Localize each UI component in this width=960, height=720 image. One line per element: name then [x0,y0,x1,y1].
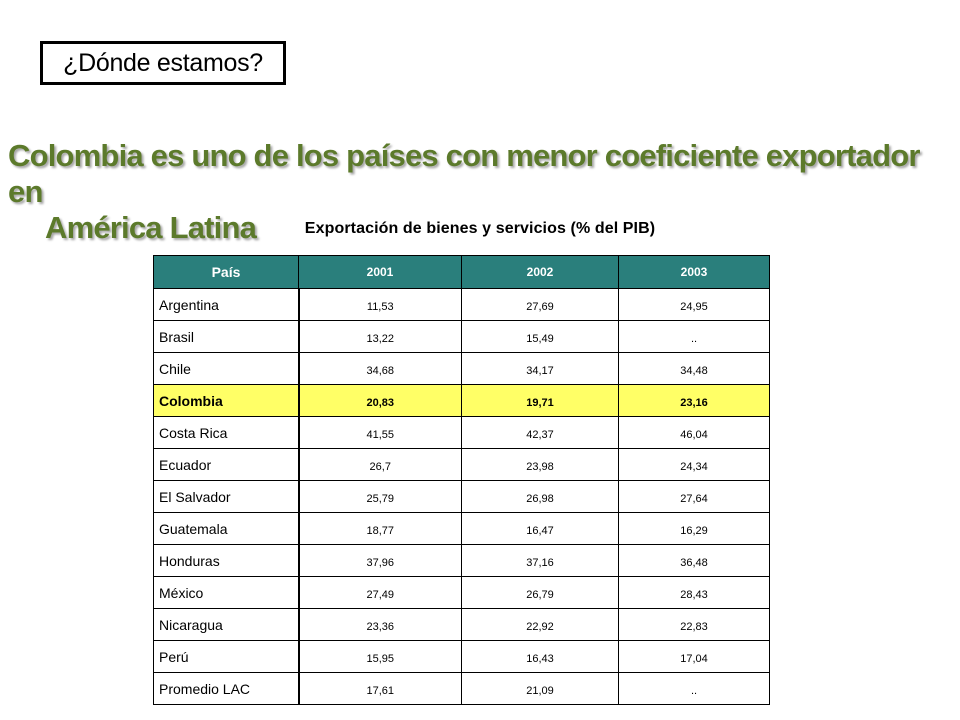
value-cell: 17,04 [618,640,770,673]
value-cell: 34,48 [618,352,770,385]
value-cell: 23,16 [618,384,770,417]
section-label: ¿Dónde estamos? [63,48,263,77]
country-cell: Chile [153,352,300,385]
value-cell: 16,43 [461,640,619,673]
value-cell: 15,95 [298,640,462,673]
country-cell: Honduras [153,544,300,577]
value-cell: 16,47 [461,512,619,545]
table-body: Argentina 11,53 27,69 24,95 Brasil 13,22 15,49… [153,288,770,705]
country-cell: Perú [153,640,300,673]
value-cell: 42,37 [461,416,619,449]
table-title: Exportación de bienes y servicios (% del… [304,220,656,237]
header-2001: 2001 [298,255,462,289]
country-cell: Colombia [153,384,300,417]
headline-line-2: América Latina [45,210,257,245]
value-cell: 23,36 [298,608,462,641]
table-row: Guatemala 18,77 16,47 16,29 [153,512,770,545]
value-cell: 24,95 [618,288,770,321]
table-header-row: País 2001 2002 2003 [153,255,770,289]
value-cell: 26,79 [461,576,619,609]
value-cell: 41,55 [298,416,462,449]
value-cell: 22,83 [618,608,770,641]
section-label-box: ¿Dónde estamos? [40,41,286,85]
table-row: Ecuador 26,7 23,98 24,34 [153,448,770,481]
country-cell: México [153,576,300,609]
value-cell: 27,49 [298,576,462,609]
value-cell: 21,09 [461,672,619,705]
exports-table: País 2001 2002 2003 Argentina 11,53 27,69 2… [153,255,770,705]
value-cell: 36,48 [618,544,770,577]
table-row: Promedio LAC 17,61 21,09.. [153,672,770,705]
value-cell: 15,49 [461,320,619,353]
headline-line-1: Colombia es uno de los países con menor … [8,138,920,209]
value-cell: 28,43 [618,576,770,609]
header-2003: 2003 [618,255,770,289]
value-cell: 27,69 [461,288,619,321]
value-cell: 18,77 [298,512,462,545]
value-cell: 37,96 [298,544,462,577]
country-cell: Guatemala [153,512,300,545]
value-cell: .. [618,672,770,705]
country-cell: Costa Rica [153,416,300,449]
value-cell: 37,16 [461,544,619,577]
table-row: Nicaragua 23,36 22,92 22,83 [153,608,770,641]
table-row: Perú 15,95 16,43 17,04 [153,640,770,673]
table-row: México 27,49 26,79 28,43 [153,576,770,609]
country-cell: El Salvador [153,480,300,513]
value-cell: 11,53 [298,288,462,321]
table-row: Brasil 13,22 15,49.. [153,320,770,353]
value-cell: 22,92 [461,608,619,641]
value-cell: 23,98 [461,448,619,481]
value-cell: 16,29 [618,512,770,545]
table-row: Costa Rica 41,55 42,37 46,04 [153,416,770,449]
value-cell: 17,61 [298,672,462,705]
table-row: Chile 34,68 34,17 34,48 [153,352,770,385]
value-cell: 26,98 [461,480,619,513]
value-cell: 46,04 [618,416,770,449]
table-row: El Salvador 25,79 26,98 27,64 [153,480,770,513]
table-row: Colombia 20,83 19,71 23,16 [153,384,770,417]
value-cell: .. [618,320,770,353]
value-cell: 24,34 [618,448,770,481]
value-cell: 19,71 [461,384,619,417]
value-cell: 25,79 [298,480,462,513]
country-cell: Argentina [153,288,300,321]
headline: Colombia es uno de los países con menor … [8,138,953,246]
value-cell: 27,64 [618,480,770,513]
value-cell: 34,68 [298,352,462,385]
country-cell: Promedio LAC [153,672,300,705]
value-cell: 13,22 [298,320,462,353]
country-cell: Nicaragua [153,608,300,641]
header-country: País [153,255,299,289]
value-cell: 20,83 [298,384,462,417]
header-2002: 2002 [461,255,619,289]
value-cell: 26,7 [298,448,462,481]
country-cell: Ecuador [153,448,300,481]
value-cell: 34,17 [461,352,619,385]
table-row: Argentina 11,53 27,69 24,95 [153,288,770,321]
country-cell: Brasil [153,320,300,353]
table-row: Honduras 37,96 37,16 36,48 [153,544,770,577]
